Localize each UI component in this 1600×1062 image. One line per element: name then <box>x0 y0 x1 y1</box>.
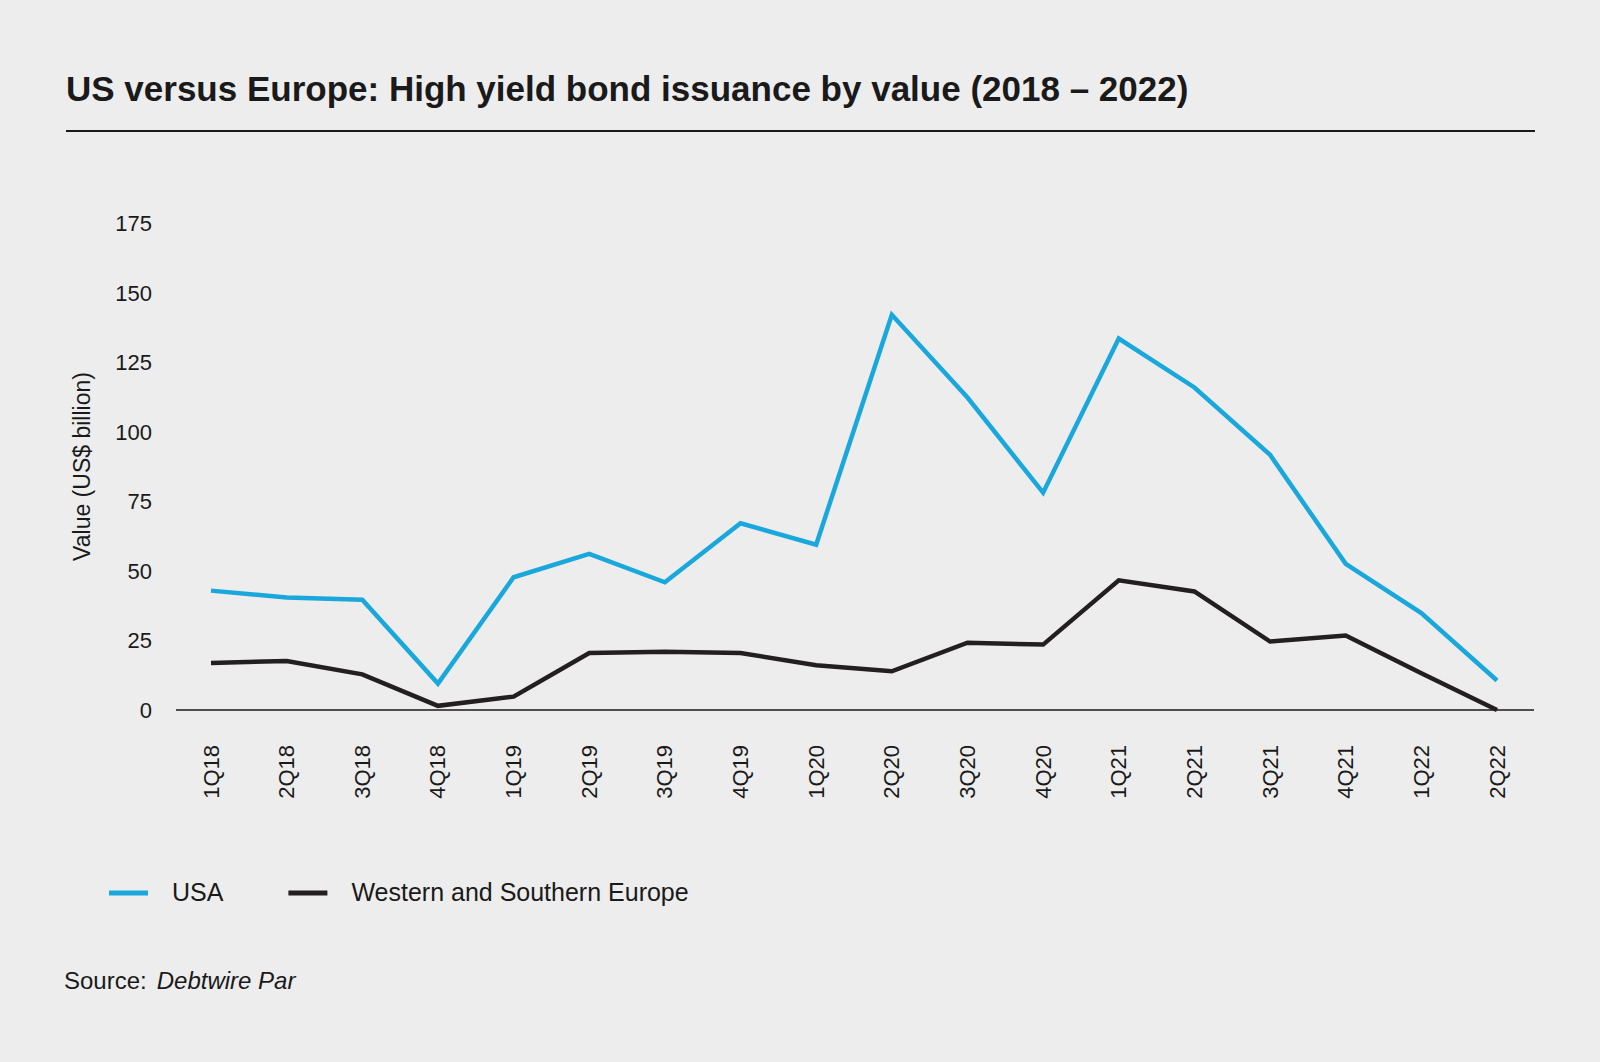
series-line <box>211 580 1497 710</box>
chart: US versus Europe: High yield bond issuan… <box>0 0 1600 1062</box>
series-line <box>211 315 1497 684</box>
x-tick-label: 1Q18 <box>199 745 224 799</box>
title: US versus Europe: High yield bond issuan… <box>66 69 1188 108</box>
legend-label: Western and Southern Europe <box>351 878 688 906</box>
x-tick-label: 2Q21 <box>1182 745 1207 799</box>
source-label: Source: <box>64 967 147 994</box>
x-tick-label: 3Q19 <box>652 745 677 799</box>
y-tick-label: 125 <box>115 350 152 375</box>
x-tick-label: 4Q19 <box>728 745 753 799</box>
plot-area <box>211 315 1497 710</box>
x-axis <box>176 709 1534 711</box>
y-tick-label: 0 <box>140 698 152 723</box>
x-tick-label: 4Q18 <box>425 745 450 799</box>
x-tick-label: 1Q20 <box>804 745 829 799</box>
x-tick-label: 2Q22 <box>1485 745 1510 799</box>
y-tick <box>156 640 160 641</box>
y-tick <box>156 431 160 432</box>
y-tick <box>156 362 160 363</box>
x-tick-label: 2Q20 <box>879 745 904 799</box>
y-tick-label: 150 <box>115 281 152 306</box>
x-tick-label: 4Q20 <box>1031 745 1056 799</box>
background <box>0 0 1600 1062</box>
x-tick-label: 1Q19 <box>501 745 526 799</box>
source: Debtwire Par <box>157 967 297 994</box>
legend-swatch <box>109 891 148 896</box>
y-tick <box>156 710 160 711</box>
x-tick-label: 2Q19 <box>577 745 602 799</box>
y-tick-label: 100 <box>115 420 152 445</box>
x-tick-label: 3Q18 <box>350 745 375 799</box>
x-tick-label: 2Q18 <box>274 745 299 799</box>
x-tick-label: 3Q20 <box>955 745 980 799</box>
y-tick-label: 75 <box>128 489 152 514</box>
y-tick-label: 175 <box>115 211 152 236</box>
y-tick <box>156 292 160 293</box>
title-rule <box>66 130 1535 132</box>
y-tick <box>156 223 160 224</box>
x-tick-label: 3Q21 <box>1258 745 1283 799</box>
y-tick-label: 50 <box>128 559 152 584</box>
legend-label: USA <box>172 878 224 906</box>
x-tick-label: 4Q21 <box>1333 745 1358 799</box>
x-tick-label: 1Q22 <box>1409 745 1434 799</box>
y-tick <box>156 501 160 502</box>
legend-swatch <box>288 891 327 896</box>
y-tick-label: 25 <box>128 628 152 653</box>
x-tick-label: 1Q21 <box>1106 745 1131 799</box>
y-tick <box>156 570 160 571</box>
y-axis-label: Value (US$ billion) <box>69 372 95 561</box>
